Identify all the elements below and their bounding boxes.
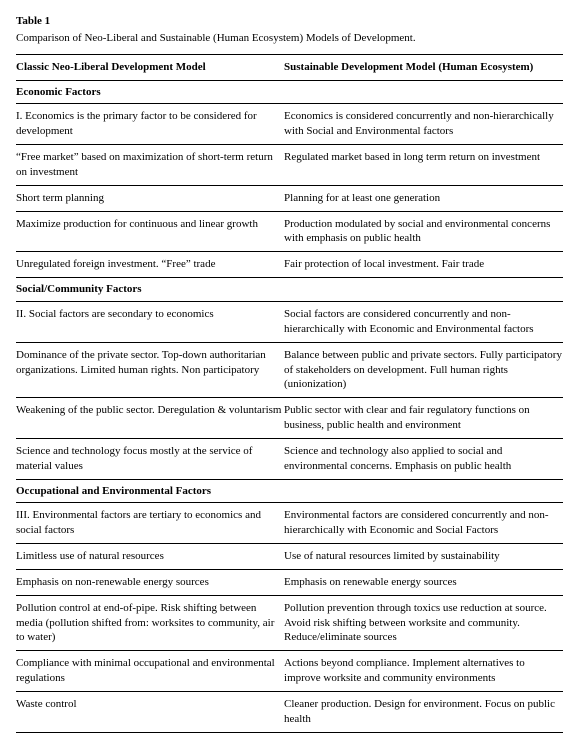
cell-left: III. Environmental factors are tertiary … [16, 503, 284, 544]
table-row: Unregulated foreign investment. “Free” t… [16, 252, 563, 278]
cell-right: Regulated market based in long term retu… [284, 145, 563, 186]
section-header: Social/Community Factors [16, 278, 563, 302]
cell-right: Pollution prevention through toxics use … [284, 595, 563, 651]
cell-left: Weakening of the public sector. Deregula… [16, 398, 284, 439]
table-row: Weakening of the public sector. Deregula… [16, 398, 563, 439]
table-row: Pollution control at end-of-pipe. Risk s… [16, 595, 563, 651]
cell-right: Science and technology also applied to s… [284, 438, 563, 479]
table-row: I. Economics is the primary factor to be… [16, 104, 563, 145]
cell-left: Compliance with minimal occupational and… [16, 651, 284, 692]
column-header-left: Classic Neo-Liberal Development Model [16, 54, 284, 80]
cell-left: Maximize production for continuous and l… [16, 211, 284, 252]
section-header: Occupational and Environmental Factors [16, 479, 563, 503]
table-row: “Free market” based on maximization of s… [16, 145, 563, 186]
cell-right: Social factors are considered concurrent… [284, 301, 563, 342]
cell-left: Dominance of the private sector. Top-dow… [16, 342, 284, 398]
cell-left: “Free market” based on maximization of s… [16, 145, 284, 186]
section-header: Economic Factors [16, 80, 563, 104]
table-row: Maximize production for continuous and l… [16, 211, 563, 252]
cell-left: I. Economics is the primary factor to be… [16, 104, 284, 145]
cell-right: Emphasis on renewable energy sources [284, 569, 563, 595]
table-caption: Comparison of Neo-Liberal and Sustainabl… [16, 31, 563, 46]
cell-right: Production modulated by social and envir… [284, 211, 563, 252]
table-row: Limitless use of natural resourcesUse of… [16, 544, 563, 570]
cell-left: Limitless use of natural resources [16, 544, 284, 570]
cell-left: Pollution control at end-of-pipe. Risk s… [16, 595, 284, 651]
cell-left: Waste control [16, 692, 284, 733]
column-header-right: Sustainable Development Model (Human Eco… [284, 54, 563, 80]
table-row: Science and technology focus mostly at t… [16, 438, 563, 479]
comparison-table: Classic Neo-Liberal Development Model Su… [16, 54, 563, 733]
cell-left: Unregulated foreign investment. “Free” t… [16, 252, 284, 278]
table-label: Table 1 [16, 14, 563, 29]
table-row: III. Environmental factors are tertiary … [16, 503, 563, 544]
cell-left: Short term planning [16, 185, 284, 211]
cell-right: Economics is considered concurrently and… [284, 104, 563, 145]
cell-right: Use of natural resources limited by sust… [284, 544, 563, 570]
cell-right: Fair protection of local investment. Fai… [284, 252, 563, 278]
cell-right: Environmental factors are considered con… [284, 503, 563, 544]
cell-right: Cleaner production. Design for environme… [284, 692, 563, 733]
table-row: Compliance with minimal occupational and… [16, 651, 563, 692]
cell-left: Science and technology focus mostly at t… [16, 438, 284, 479]
table-row: II. Social factors are secondary to econ… [16, 301, 563, 342]
cell-right: Actions beyond compliance. Implement alt… [284, 651, 563, 692]
cell-right: Balance between public and private secto… [284, 342, 563, 398]
cell-left: II. Social factors are secondary to econ… [16, 301, 284, 342]
table-row: Waste controlCleaner production. Design … [16, 692, 563, 733]
cell-left: Emphasis on non-renewable energy sources [16, 569, 284, 595]
cell-right: Public sector with clear and fair regula… [284, 398, 563, 439]
table-row: Short term planningPlanning for at least… [16, 185, 563, 211]
table-row: Dominance of the private sector. Top-dow… [16, 342, 563, 398]
cell-right: Planning for at least one generation [284, 185, 563, 211]
table-row: Emphasis on non-renewable energy sources… [16, 569, 563, 595]
